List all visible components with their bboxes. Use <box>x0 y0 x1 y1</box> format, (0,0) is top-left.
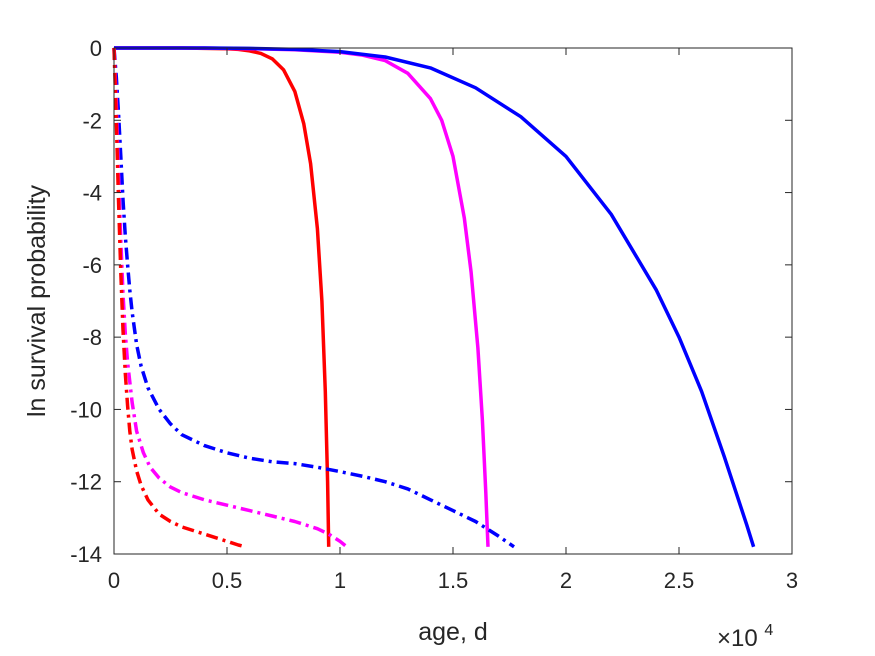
x-axis-multiplier-base: ×10 <box>717 625 758 652</box>
y-tick-label: 0 <box>90 36 102 61</box>
x-axis-multiplier: ×10 4 <box>717 622 773 652</box>
y-tick-label: -4 <box>82 181 102 206</box>
x-axis-label: age, d <box>418 618 488 646</box>
x-tick-label: 2 <box>560 568 572 593</box>
tick-layer: 0 0.5 1 1.5 2 2.5 3 0 -2 -4 -6 -8 -10 -12 -14 <box>70 36 798 593</box>
y-tick-label: -10 <box>70 397 102 422</box>
y-tick-label: -2 <box>82 108 102 133</box>
series-line-4 <box>112 47 515 549</box>
x-tick-label: 1 <box>334 568 346 593</box>
x-tick-label: 3 <box>786 568 798 593</box>
plot-background <box>114 48 792 554</box>
series-line-6 <box>112 47 246 549</box>
y-axis-label: ln survival probability <box>23 184 51 417</box>
y-tick-label: -12 <box>70 470 102 495</box>
x-tick-label: 2.5 <box>664 568 695 593</box>
y-tick-label: -8 <box>82 325 102 350</box>
x-tick-label: 0.5 <box>212 568 243 593</box>
y-tick-label: -14 <box>70 542 102 567</box>
x-tick-label: 0 <box>108 568 120 593</box>
x-tick-label: 1.5 <box>438 568 469 593</box>
x-axis-multiplier-exponent: 4 <box>764 622 773 639</box>
y-tick-label: -6 <box>82 253 102 278</box>
